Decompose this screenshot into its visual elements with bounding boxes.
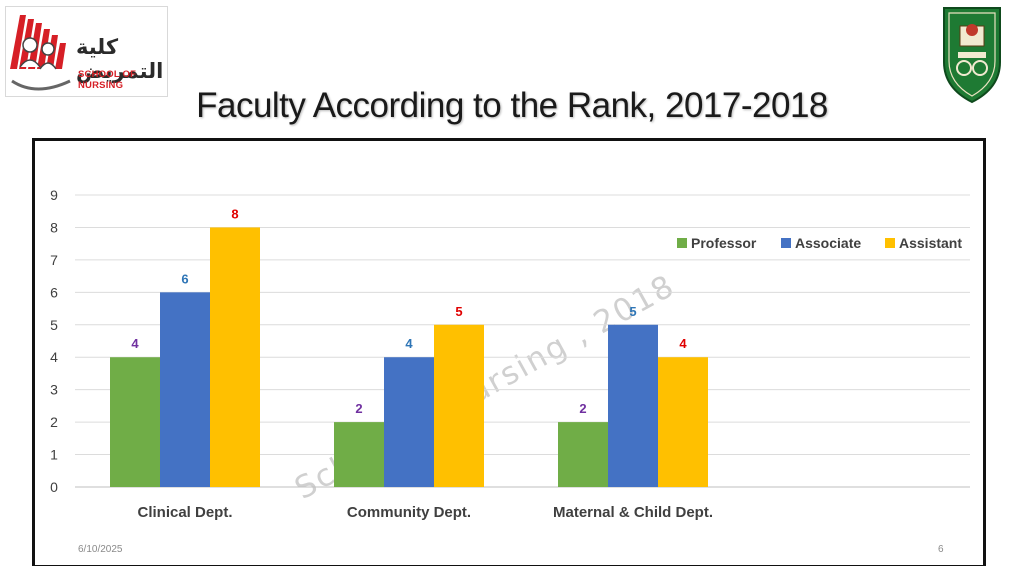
bar-assistant [210, 227, 260, 487]
y-tick-label: 9 [50, 187, 58, 203]
bar-chart: School of Nursing , 20180123456789468Cli… [50, 187, 970, 521]
university-crest-logo [940, 4, 1004, 104]
x-category-label: Clinical Dept. [137, 504, 232, 521]
bar-professor [334, 422, 384, 487]
bar-associate [608, 324, 658, 487]
legend-swatch-professor [677, 238, 687, 248]
nursing-emblem-icon [10, 15, 71, 91]
slide-title: Faculty According to the Rank, 2017-2018 [196, 86, 828, 125]
page-number: 6 [938, 544, 944, 555]
data-label: 2 [579, 401, 586, 416]
legend-label-associate: Associate [795, 235, 861, 251]
y-tick-label: 4 [50, 349, 58, 365]
bar-assistant [434, 324, 484, 487]
data-label: 8 [231, 206, 238, 221]
data-label: 6 [181, 271, 188, 286]
footer-date: 6/10/2025 [78, 544, 123, 555]
bar-associate [160, 292, 210, 487]
school-of-nursing-logo: كلية التمريض SCHOOL OF NURSING [5, 6, 168, 97]
data-label: 4 [405, 336, 413, 351]
y-tick-label: 8 [50, 219, 58, 235]
data-label: 4 [131, 336, 139, 351]
legend-label-assistant: Assistant [899, 235, 962, 251]
y-tick-label: 5 [50, 317, 58, 333]
logo-arabic-text: كلية التمريض [76, 35, 164, 83]
logo-english-text: SCHOOL OF NURSING [78, 69, 137, 91]
y-tick-label: 0 [50, 479, 58, 495]
y-tick-label: 7 [50, 252, 58, 268]
y-tick-label: 2 [50, 414, 58, 430]
data-label: 2 [355, 401, 362, 416]
chart-frame: School of Nursing , 2018 0 1 2 3 4 5 6 7 8 9 4 6 8 Cli… [32, 138, 986, 566]
x-category-label: Community Dept. [347, 504, 471, 521]
x-category-label: Maternal & Child Dept. [553, 504, 713, 521]
data-label: 5 [629, 304, 636, 319]
y-tick-label: 3 [50, 382, 58, 398]
bar-professor [558, 422, 608, 487]
y-tick-label: 1 [50, 447, 58, 463]
university-crest-icon [943, 7, 1001, 104]
legend-swatch-associate [781, 238, 791, 248]
data-label: 4 [679, 336, 687, 351]
legend-swatch-assistant [885, 238, 895, 248]
data-label: 5 [455, 304, 462, 319]
bar-professor [110, 357, 160, 487]
legend-label-professor: Professor [691, 235, 757, 251]
y-tick-label: 6 [50, 284, 58, 300]
bar-assistant [658, 357, 708, 487]
bar-associate [384, 357, 434, 487]
